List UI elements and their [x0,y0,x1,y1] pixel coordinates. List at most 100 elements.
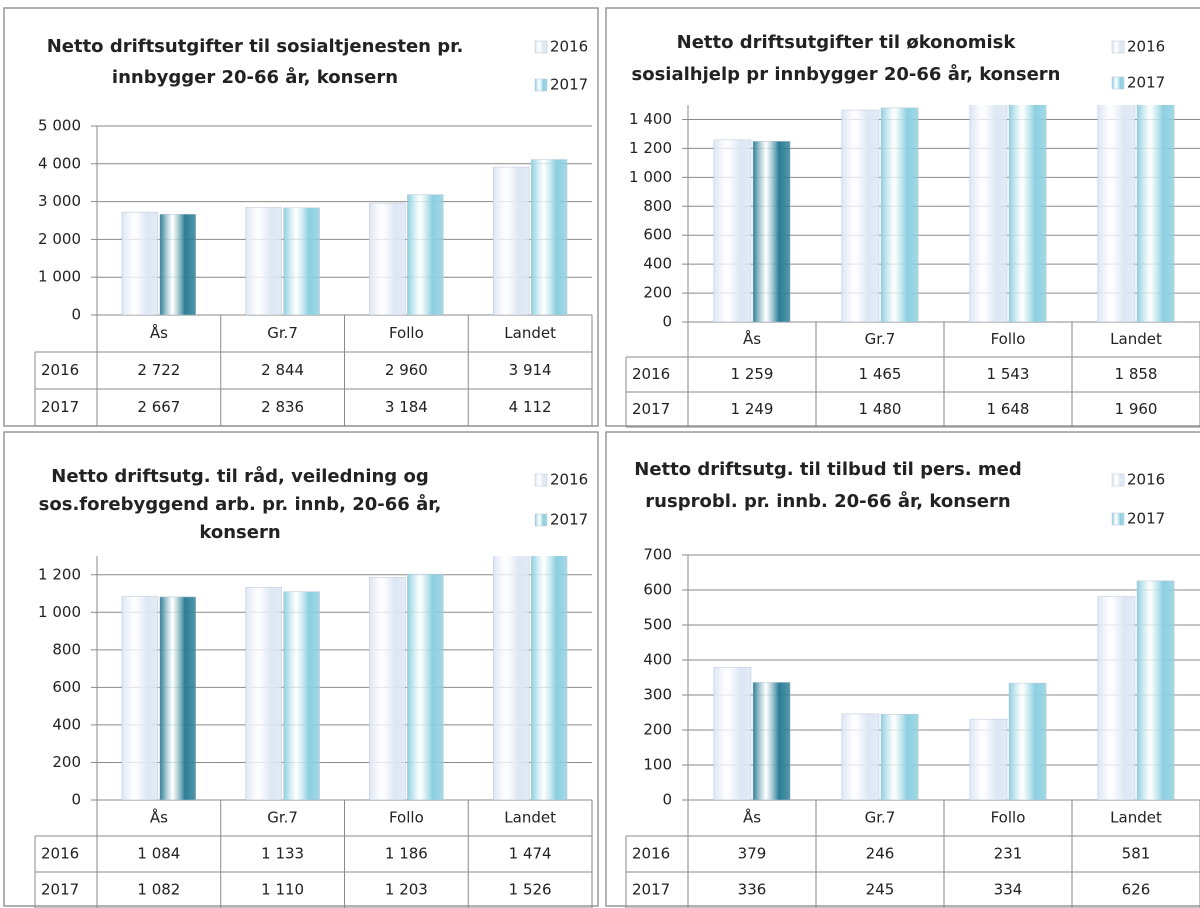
table-cell: 1 543 [987,365,1030,383]
y-tick-label: 200 [52,753,81,771]
table-cell: 2 722 [137,361,180,379]
bar [969,105,1008,322]
y-tick-label: 600 [52,678,81,696]
table-cell: 1 858 [1115,365,1158,383]
legend-label: 2016 [550,38,588,56]
x-tick-label: Gr.7 [267,809,298,827]
chart-title: rusprobl. pr. innb. 20-66 år, konsern [645,490,1010,512]
table-row-header: 2016 [41,845,79,863]
plot-area [713,580,1175,800]
bar [841,713,880,800]
y-tick-label: 400 [643,651,672,669]
bar [1136,580,1175,800]
table-cell: 1 960 [1115,400,1158,418]
y-tick-label: 1 200 [38,565,81,583]
table-cell: 1 480 [859,400,902,418]
y-tick-label: 200 [643,284,672,302]
chart-title: Netto driftsutg. til råd, veiledning og [51,465,428,487]
bar [283,591,320,800]
y-tick-label: 0 [662,791,672,809]
legend-swatch [534,78,548,92]
table-cell: 379 [738,845,767,863]
table-cell: 246 [866,845,895,863]
bar [1136,105,1175,322]
y-tick-label: 4 000 [38,154,81,172]
bar [1008,682,1047,800]
bar [159,596,197,800]
y-tick-label: 2 000 [38,230,81,248]
table-cell: 245 [866,881,895,899]
y-tick-label: 300 [643,686,672,704]
panel-border [3,431,599,907]
legend-label: 2017 [1127,74,1165,92]
x-tick-label: Landet [504,324,556,342]
legend-swatch [534,40,548,54]
bar [1097,596,1136,800]
x-tick-label: Gr.7 [865,330,896,348]
table-cell: 2 960 [385,361,428,379]
legend-label: 2016 [550,471,588,489]
table-cell: 1 110 [261,881,304,899]
y-tick-label: 0 [71,306,81,324]
y-tick-label: 800 [52,640,81,658]
legend-label: 2017 [550,511,588,529]
y-tick-label: 600 [643,226,672,244]
table-cell: 231 [994,845,1023,863]
x-tick-label: Follo [991,330,1026,348]
x-tick-label: Ås [743,329,761,348]
legend-label: 2017 [1127,510,1165,528]
chart-title: Netto driftsutgifter til økonomisk [677,32,1017,53]
y-tick-label: 400 [52,715,81,733]
legend-label: 2016 [1127,471,1165,489]
y-tick-label: 800 [643,197,672,215]
bar [407,194,444,315]
y-tick-label: 5 000 [38,117,81,135]
bar [1097,105,1136,322]
table-cell: 1 465 [859,365,902,383]
table-cell: 336 [738,881,767,899]
table-cell: 581 [1122,845,1151,863]
table-cell: 1 203 [385,881,428,899]
chart-title: sos.forebyggend arb. pr. innb, 20-66 år, [39,493,442,515]
chart-title: Netto driftsutgifter til sosialtjenesten… [47,36,464,57]
x-tick-label: Landet [1110,809,1162,827]
table-cell: 2 836 [261,398,304,416]
table-row-header: 2016 [632,845,670,863]
x-tick-label: Ås [150,808,168,827]
x-tick-label: Follo [389,324,424,342]
legend-swatch [1111,512,1125,526]
table-row-header: 2017 [41,398,79,416]
bar [969,718,1008,800]
chart-title: Netto driftsutg. til tilbud til pers. me… [634,459,1021,480]
y-tick-label: 200 [643,721,672,739]
y-tick-label: 0 [71,791,81,809]
table-row-header: 2017 [632,881,670,899]
legend-swatch [1111,76,1125,90]
x-tick-label: Follo [991,809,1026,827]
x-tick-label: Ås [150,323,168,342]
panel-border [605,7,1200,427]
y-tick-label: 1 200 [629,139,672,157]
bar [159,213,197,315]
bar [530,556,568,800]
bar [369,577,406,800]
bar [121,596,159,800]
x-tick-label: Landet [1110,330,1162,348]
bar [752,141,791,322]
legend-swatch [534,513,548,527]
bar [713,139,752,322]
bar [841,109,880,322]
bar [492,166,530,315]
table-cell: 334 [994,881,1023,899]
bar [880,107,919,322]
bar [369,202,406,315]
bar [245,207,282,315]
x-tick-label: Gr.7 [267,324,298,342]
table-cell: 1 648 [987,400,1030,418]
legend-label: 2016 [1127,38,1165,56]
chart-title: sosialhjelp pr innbygger 20-66 år, konse… [632,63,1061,85]
table-cell: 1 249 [731,400,774,418]
bar [283,207,320,315]
plot-area [121,159,568,315]
